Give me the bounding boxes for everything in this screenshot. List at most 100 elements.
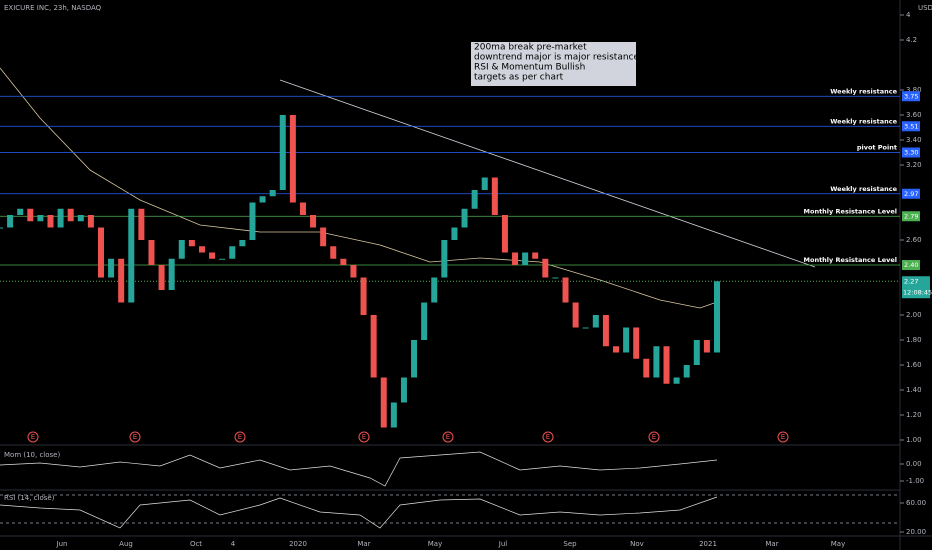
price-tick-label: 1.80 <box>906 336 922 344</box>
level-name: Weekly resistance <box>830 117 897 125</box>
level-name: pivot Point <box>857 144 897 152</box>
candle <box>703 340 710 353</box>
candle <box>602 315 609 347</box>
momentum-line <box>0 451 718 487</box>
candle <box>653 346 660 378</box>
candle <box>501 215 508 253</box>
candle <box>7 215 14 228</box>
earnings-label: E <box>238 433 242 441</box>
candle <box>128 208 135 303</box>
candle <box>441 240 448 278</box>
candle <box>310 215 317 228</box>
candle <box>552 277 559 279</box>
candle <box>269 190 276 197</box>
rsi-tick-label: 60.00 <box>906 499 926 507</box>
annotation-line: 200ma break pre-market <box>474 43 587 53</box>
candle <box>562 277 569 303</box>
level-price-label: 3.51 <box>904 122 918 130</box>
candle <box>683 365 690 378</box>
level-price-box <box>902 147 920 158</box>
candle <box>57 208 64 228</box>
earnings-marker <box>129 431 141 443</box>
candle <box>289 115 296 203</box>
rsi-line <box>0 496 718 529</box>
candle <box>188 240 195 247</box>
time-axis-label: May <box>428 540 442 548</box>
candle <box>380 377 387 428</box>
candle <box>87 215 94 228</box>
earnings-marker <box>648 431 660 443</box>
candle <box>27 208 34 222</box>
candle <box>623 327 630 353</box>
last-price-label: 2.27 <box>904 277 918 285</box>
level-price-box <box>902 211 920 222</box>
candle <box>491 177 498 215</box>
candle <box>431 277 438 303</box>
price-tick-label: 3.80 <box>906 86 922 94</box>
candle <box>613 346 620 353</box>
candle <box>299 202 306 215</box>
rsi-tick-label: 20.00 <box>906 528 926 536</box>
candle <box>279 115 286 190</box>
candle <box>330 246 337 259</box>
candle <box>77 215 84 222</box>
time-axis-label: May <box>831 540 845 548</box>
candle <box>320 227 327 247</box>
candle <box>451 227 458 240</box>
candle <box>178 240 185 259</box>
candle <box>67 208 74 222</box>
candle <box>198 246 205 253</box>
candle <box>532 252 539 259</box>
time-axis-label: Mar <box>765 540 778 548</box>
candle <box>411 340 418 378</box>
last-price-box <box>902 276 930 299</box>
level-price-box <box>902 121 920 132</box>
candle <box>47 215 54 228</box>
earnings-marker <box>27 431 39 443</box>
countdown-label: 12:08:45 <box>903 288 932 296</box>
annotation-box <box>471 42 636 86</box>
candle <box>400 377 407 403</box>
level-price-label: 2.40 <box>904 261 918 269</box>
price-tick-label: 3.40 <box>906 136 922 144</box>
earnings-label: E <box>781 433 785 441</box>
price-tick-label: 2.60 <box>906 236 922 244</box>
price-tick-label: 2.00 <box>906 311 922 319</box>
candle <box>249 202 256 240</box>
candle <box>643 358 650 378</box>
time-axis-label: Jun <box>56 540 68 548</box>
candle <box>572 302 579 328</box>
level-price-label: 3.30 <box>904 149 918 157</box>
candle <box>37 215 44 222</box>
level-price-box <box>902 260 920 270</box>
candle <box>229 246 236 259</box>
candle <box>340 258 347 265</box>
price-tick-label: 1.20 <box>906 411 922 419</box>
candle <box>471 190 478 209</box>
candle <box>714 281 720 353</box>
level-price-box <box>902 91 920 102</box>
candle <box>108 258 115 278</box>
candle <box>370 315 377 378</box>
annotation-line: downtrend major is major resistance. <box>474 53 642 63</box>
time-axis-label: Nov <box>630 540 644 548</box>
annotation-line: targets as per chart <box>474 73 564 83</box>
candle <box>663 346 670 384</box>
candle <box>118 258 125 303</box>
earnings-label: E <box>133 433 137 441</box>
time-axis-label: Mar <box>357 540 370 548</box>
time-axis-label: 2021 <box>699 540 717 548</box>
candle <box>239 240 246 247</box>
level-price-label: 3.75 <box>904 92 918 100</box>
price-tick-label: 1.40 <box>906 386 922 394</box>
price-tick-label: 3.60 <box>906 111 922 119</box>
earnings-label: E <box>446 433 450 441</box>
momentum-tick-label: 0.00 <box>906 460 922 468</box>
symbol-header: EXICURE INC, 23h, NASDAQ <box>4 4 102 12</box>
earnings-label: E <box>546 433 550 441</box>
level-price-label: 2.79 <box>904 212 918 220</box>
candle <box>219 258 226 260</box>
price-tick-label: 1.00 <box>906 436 922 444</box>
level-name: Weekly resistance <box>830 185 897 193</box>
candle <box>259 196 266 203</box>
